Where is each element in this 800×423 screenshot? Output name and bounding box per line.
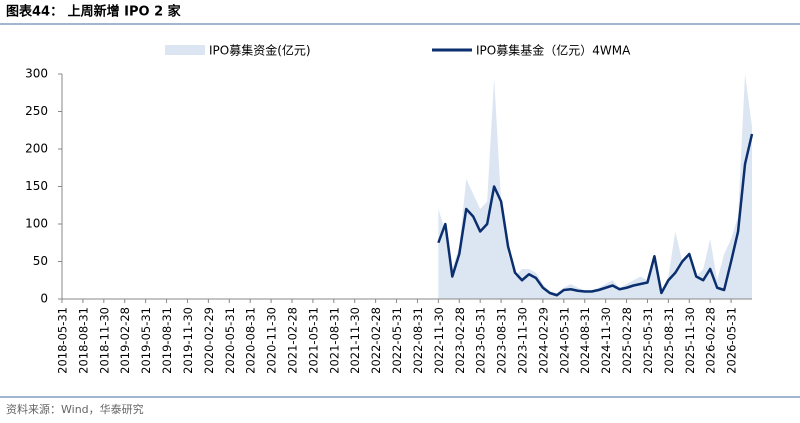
y-tick-label: 300 (25, 67, 48, 81)
x-tick-label: 2023-05-31 (474, 307, 488, 374)
source: 资料来源：Wind，华泰研究 (6, 402, 144, 416)
legend-label: IPO募集资金(亿元) (209, 43, 311, 58)
x-tick-label: 2018-08-31 (76, 307, 90, 374)
x-tick-label: 2022-08-31 (411, 307, 425, 374)
x-tick-label: 2019-11-30 (181, 307, 195, 374)
x-tick-label: 2019-08-31 (160, 307, 174, 374)
x-tick-label: 2024-08-31 (578, 307, 592, 374)
x-tick-label: 2020-11-30 (265, 307, 279, 374)
x-tick-label: 2019-05-31 (139, 307, 153, 374)
x-tick-label: 2021-08-31 (327, 307, 341, 374)
x-tick-label: 2021-05-31 (306, 307, 320, 374)
x-tick-label: 2021-02-28 (286, 307, 300, 374)
y-tick-label: 100 (25, 217, 48, 231)
y-tick-label: 0 (40, 292, 48, 306)
x-tick-label: 2020-08-31 (244, 307, 258, 374)
x-tick-label: 2021-11-30 (348, 307, 362, 374)
x-tick-label: 2025-02-28 (620, 307, 634, 374)
x-tick-label: 2020-02-29 (202, 307, 216, 374)
x-tick-label: 2024-05-31 (557, 307, 571, 374)
x-tick-label: 2018-05-31 (56, 307, 70, 374)
y-tick-label: 200 (25, 142, 48, 156)
x-tick-label: 2022-11-30 (432, 307, 446, 374)
x-tick-label: 2025-08-31 (662, 307, 676, 374)
x-tick-label: 2025-05-31 (641, 307, 655, 374)
legend-swatch (165, 45, 205, 55)
legend-label: IPO募集基金（亿元）4WMA (476, 43, 631, 58)
x-tick-label: 2023-11-30 (516, 307, 530, 374)
x-tick-label: 2026-02-28 (704, 307, 718, 374)
chart-title: 图表44： 上周新增 IPO 2 家 (6, 4, 182, 20)
x-tick-label: 2024-11-30 (599, 307, 613, 374)
x-tick-label: 2022-02-28 (369, 307, 383, 374)
x-tick-label: 2023-08-31 (495, 307, 509, 374)
x-tick-label: 2020-05-31 (223, 307, 237, 374)
x-tick-label: 2022-05-31 (390, 307, 404, 374)
line (437, 133, 754, 297)
x-tick-label: 2023-02-28 (453, 307, 467, 374)
x-tick-label: 2026-05-31 (725, 307, 739, 374)
area (438, 74, 752, 299)
x-tick-label: 2019-02-28 (118, 307, 132, 374)
x-tick-label: 2025-11-30 (683, 307, 697, 374)
y-tick-label: 150 (25, 179, 48, 193)
y-tick-label: 50 (33, 254, 48, 268)
y-tick-label: 250 (25, 104, 48, 118)
x-tick-label: 2018-11-30 (97, 307, 111, 374)
x-tick-label: 2024-02-29 (536, 307, 550, 374)
